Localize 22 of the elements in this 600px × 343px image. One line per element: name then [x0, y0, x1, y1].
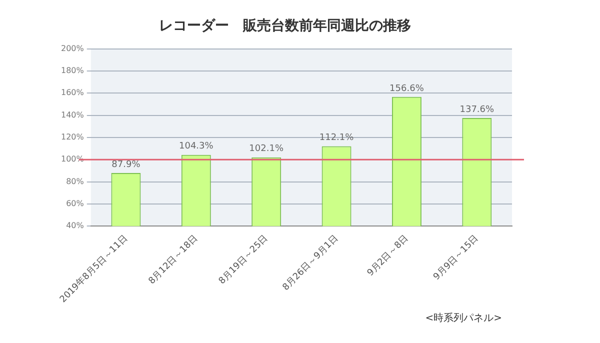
x-tick-label: 8月26日～9月1日: [281, 234, 340, 293]
data-label: 112.1%: [319, 133, 354, 144]
text: <時系列パネル>: [425, 312, 502, 325]
y-tick-label: 100%: [60, 154, 84, 164]
x-tick-label: 8月12日～18日: [147, 234, 200, 286]
x-tick-label: 9月9日～15日: [432, 234, 481, 282]
data-label: 156.6%: [390, 84, 424, 94]
data-label: 104.3%: [178, 142, 214, 152]
chart-title: レコーダー 販売台数前年同週比の推移: [159, 18, 411, 34]
y-tick-label: 160%: [60, 88, 84, 98]
y-tick-label: 60%: [66, 199, 84, 208]
data-label: 102.1%: [249, 144, 284, 154]
x-tick-label: 8月19日～25日: [217, 234, 270, 286]
y-tick-label: 80%: [66, 176, 84, 186]
y-tick-label: 180%: [60, 66, 84, 76]
y-tick-label: 140%: [60, 110, 84, 120]
y-tick-label: 40%: [66, 221, 84, 230]
data-label: 87.9%: [112, 160, 141, 170]
y-tick-label: 200%: [60, 44, 84, 53]
x-tick-label: 9月2日～8日: [366, 234, 410, 278]
data-label: 137.6%: [460, 104, 495, 115]
y-tick-label: 120%: [60, 132, 84, 142]
